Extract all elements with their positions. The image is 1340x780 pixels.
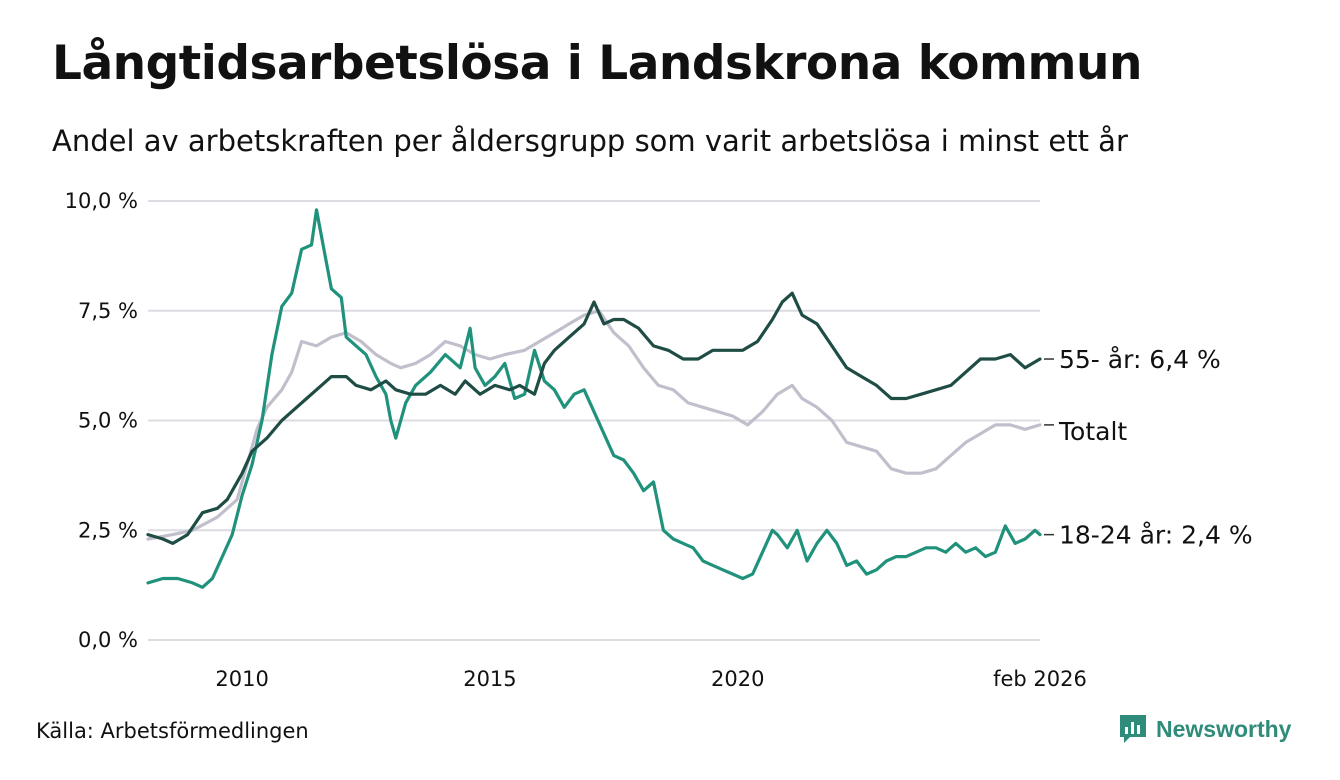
y-axis-ticks: 0,0 % 2,5 % 5,0 % 7,5 % 10,0 % bbox=[65, 189, 138, 652]
series-lines bbox=[146, 208, 1042, 589]
series-end-label: 18-24 år: 2,4 % bbox=[1059, 521, 1253, 550]
y-tick-label: 7,5 % bbox=[78, 299, 138, 323]
page-title: Långtidsarbetslösa i Landskrona kommun bbox=[52, 36, 1142, 91]
newsworthy-logo: Newsworthy bbox=[1118, 713, 1291, 745]
y-tick-label: 5,0 % bbox=[78, 409, 138, 433]
series-end-label: Totalt bbox=[1058, 417, 1127, 446]
y-tick-label: 10,0 % bbox=[65, 189, 138, 213]
x-tick-label: 2010 bbox=[215, 667, 268, 691]
source-note: Källa: Arbetsförmedlingen bbox=[36, 719, 309, 743]
newsworthy-logo-icon bbox=[1120, 715, 1146, 743]
series-line-18-24-r bbox=[146, 208, 1042, 589]
series-line-totalt bbox=[146, 309, 1042, 541]
x-tick-label: feb 2026 bbox=[993, 667, 1087, 691]
series-end-label: 55- år: 6,4 % bbox=[1059, 345, 1221, 374]
x-tick-label: 2020 bbox=[711, 667, 764, 691]
y-tick-label: 0,0 % bbox=[78, 628, 138, 652]
x-tick-label: 2015 bbox=[463, 667, 516, 691]
series-line-55-r bbox=[146, 291, 1042, 545]
x-axis-ticks: 2010 2015 2020 feb 2026 bbox=[215, 667, 1086, 691]
gridlines bbox=[148, 200, 1040, 641]
y-tick-label: 2,5 % bbox=[78, 518, 138, 542]
brand-name: Newsworthy bbox=[1156, 715, 1292, 742]
page-subtitle: Andel av arbetskraften per åldersgrupp s… bbox=[52, 124, 1128, 158]
series-end-labels: Totalt 18-24 år: 2,4 % 55- år: 6,4 % bbox=[1044, 345, 1253, 550]
